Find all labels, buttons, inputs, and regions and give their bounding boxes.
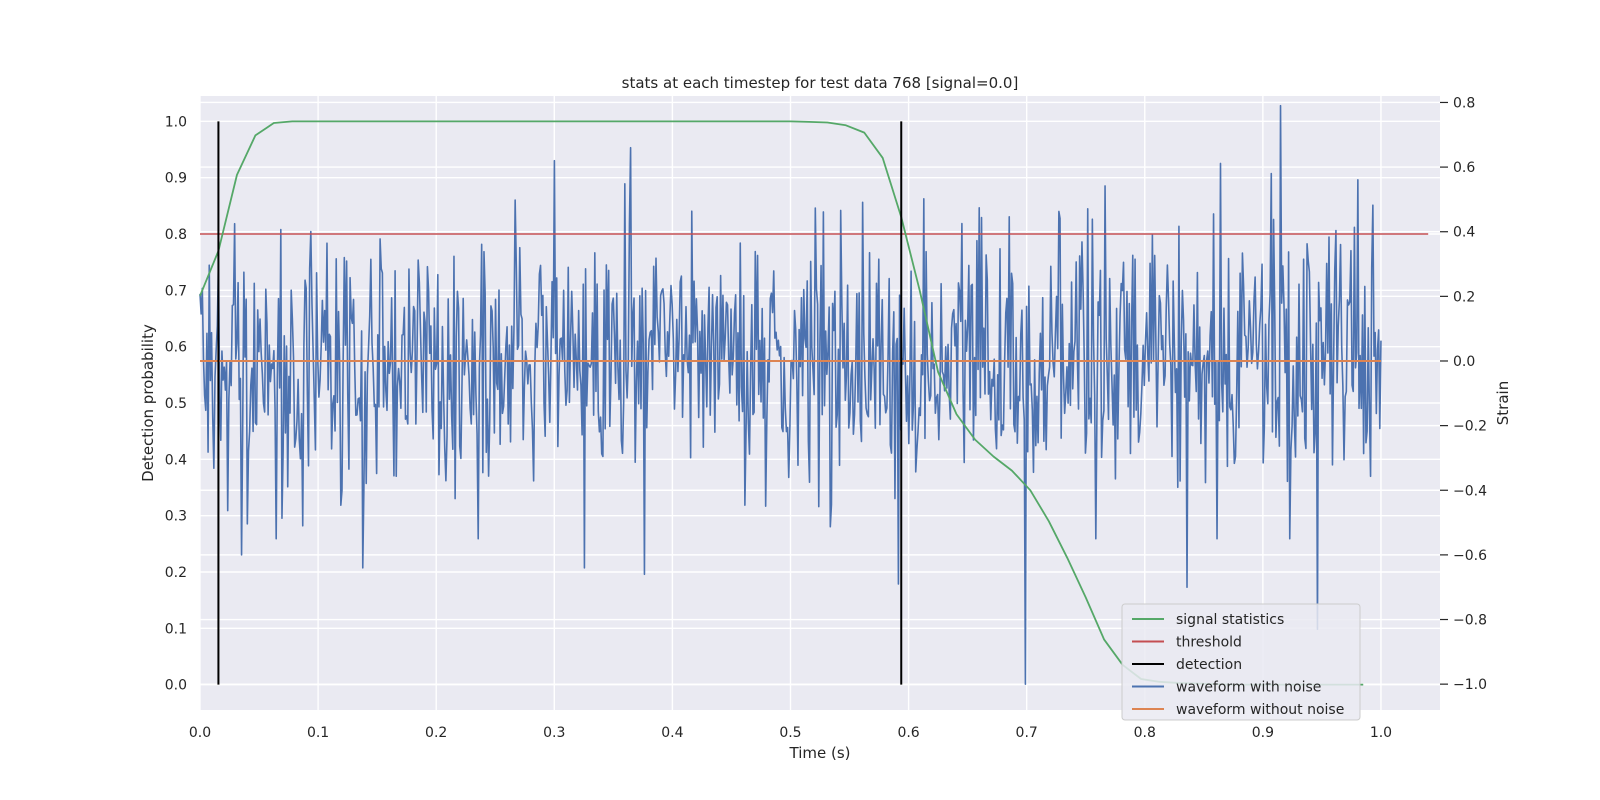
legend-label: detection (1176, 657, 1242, 673)
x-tick-label: 0.2 (425, 725, 447, 741)
series-layer (199, 104, 1429, 686)
left-y-tick-label: 0.2 (165, 565, 187, 581)
left-y-axis: 0.0 0.1 0.2 0.3 0.4 0.5 0.6 0.7 0.8 0.9 1.0 (165, 114, 187, 693)
left-y-tick-label: 0.5 (165, 396, 187, 412)
x-tick-label: 0.9 (1252, 725, 1274, 741)
x-axis-label: Time (s) (789, 744, 851, 762)
x-axis: 0.0 0.1 0.2 0.3 0.4 0.5 0.6 0.7 0.8 0.9 1.0 (189, 725, 1392, 741)
legend-label: waveform without noise (1176, 702, 1344, 718)
right-y-tick-label: −1.0 (1453, 677, 1487, 693)
right-y-axis: −1.0 −0.8 −0.6 −0.4 −0.2 0.0 0.2 0.4 0.6 0.8 (1440, 95, 1487, 693)
right-y-tick-label: −0.2 (1453, 419, 1487, 435)
legend: signal statistics threshold detection wavef… (1121, 603, 1361, 721)
left-y-tick-label: 0.4 (165, 452, 187, 468)
left-y-tick-label: 0.9 (165, 171, 187, 187)
x-tick-label: 0.7 (1016, 725, 1038, 741)
x-tick-label: 0.3 (543, 725, 565, 741)
x-tick-label: 0.1 (307, 725, 329, 741)
left-y-axis-label: Detection probability (139, 324, 157, 482)
right-y-tick-label: 0.2 (1453, 289, 1475, 305)
left-y-tick-label: 0.8 (165, 227, 187, 243)
right-y-tick-label: −0.4 (1453, 483, 1487, 499)
legend-label: threshold (1176, 635, 1242, 651)
x-tick-label: 0.6 (897, 725, 919, 741)
left-y-tick-label: 0.7 (165, 283, 187, 299)
left-y-tick-label: 1.0 (165, 114, 187, 130)
x-tick-label: 1.0 (1370, 725, 1392, 741)
right-y-tick-label: −0.6 (1453, 548, 1487, 564)
left-y-tick-label: 0.1 (165, 621, 187, 637)
right-y-tick-label: −0.8 (1453, 613, 1487, 629)
x-tick-label: 0.4 (661, 725, 683, 741)
series-waveform-with-noise (199, 104, 1382, 685)
right-y-tick-label: 0.8 (1453, 95, 1475, 111)
left-y-tick-label: 0.0 (165, 678, 187, 694)
right-y-axis-label: Strain (1494, 381, 1512, 425)
right-y-tick-label: 0.6 (1453, 160, 1475, 176)
left-y-tick-label: 0.6 (165, 340, 187, 356)
x-tick-label: 0.8 (1134, 725, 1156, 741)
x-tick-label: 0.0 (189, 725, 211, 741)
legend-label: waveform with noise (1176, 680, 1321, 696)
legend-box (1121, 603, 1361, 721)
left-y-tick-label: 0.3 (165, 509, 187, 525)
x-tick-label: 0.5 (779, 725, 801, 741)
legend-label: signal statistics (1176, 612, 1284, 628)
right-y-tick-label: 0.0 (1453, 354, 1475, 370)
chart-title: stats at each timestep for test data 768… (622, 74, 1019, 92)
right-y-tick-label: 0.4 (1453, 225, 1475, 241)
